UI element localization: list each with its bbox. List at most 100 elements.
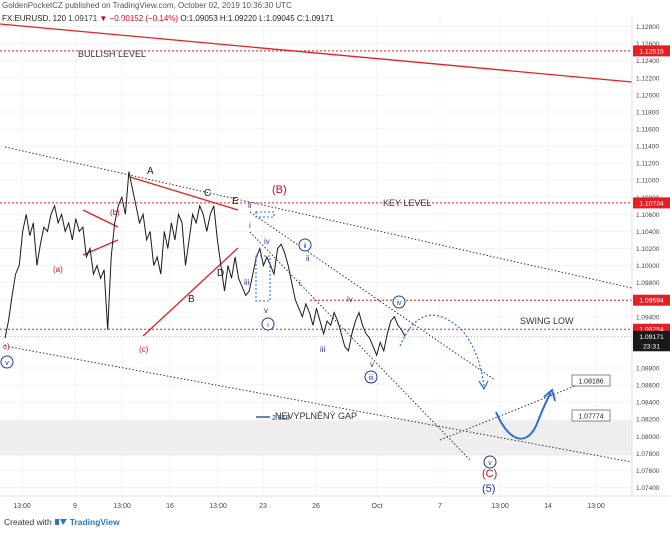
wave-B-label: B <box>188 294 195 305</box>
price-axis <box>632 18 670 496</box>
symbol-line: FX:EURUSD, 120 1.09171 ▼ −0.00152 (−0.14… <box>2 14 670 24</box>
minor-v-2: v <box>370 360 374 369</box>
circle-iii-text: iii <box>369 375 374 382</box>
minor-iv-1: iv <box>264 237 270 246</box>
circle-v-left-text: v <box>5 360 9 367</box>
wave-b-small-label: (b) <box>110 208 120 217</box>
channel-upper-line[interactable] <box>4 146 633 289</box>
footer: Created with TradingView <box>4 517 120 527</box>
wave-channel-lower[interactable] <box>249 231 471 461</box>
wave-5-label: (5) <box>482 483 495 495</box>
x-tick-label: 23 <box>259 503 267 510</box>
low-value: L:1.09045 <box>259 14 295 23</box>
wave-labels: A C E D B (a) (b) (c) c) (B) (C) (5) <box>3 166 497 495</box>
tradingview-brand[interactable]: TradingView <box>69 517 120 527</box>
minor-i-2: i <box>299 279 301 288</box>
symbol-text[interactable]: FX:EURUSD, 120 <box>2 14 67 23</box>
y-tick-label: 1.08200 <box>636 417 660 424</box>
x-tick-label: Oct <box>372 503 383 510</box>
bullish-level-label: BULLISH LEVEL <box>78 49 146 59</box>
projection-swing-path <box>495 392 552 440</box>
y-tick-label: 1.12600 <box>636 41 660 48</box>
price-tag-box <box>633 294 670 306</box>
circled-wave-labels: ii i iv iii v v <box>0 238 497 469</box>
minor-ii-2: ii <box>306 254 310 263</box>
y-tick-label: 1.12800 <box>636 24 660 31</box>
change-value: −0.00152 (−0.14%) <box>109 14 179 23</box>
y-tick-label: 1.11600 <box>636 126 659 133</box>
wave-iii-box <box>255 255 271 302</box>
gap-tag-upper: 1.08186 <box>571 374 611 387</box>
price-tag-text: 1.10734 <box>639 200 664 207</box>
circle-iii-label: iii <box>364 370 378 384</box>
close-value: C:1.09171 <box>296 14 334 23</box>
y-tick-label: 1.09800 <box>636 280 660 287</box>
wave-C-label: C <box>204 188 211 199</box>
wave-channel-upper[interactable] <box>249 211 496 381</box>
x-tick-label: 16 <box>166 503 174 510</box>
y-tick-label: 1.11400 <box>636 144 659 151</box>
minor-ii-1: ii <box>248 201 252 210</box>
wave-A-label: A <box>147 166 154 177</box>
gap-label: NEVYPLNĚNÝ GAP <box>275 411 357 421</box>
y-tick-label: 1.11800 <box>636 109 659 116</box>
x-tick-label: 13:00 <box>209 503 227 510</box>
price-tag-box <box>633 340 670 352</box>
price-tag-box <box>633 330 670 342</box>
y-tick-label: 1.10400 <box>636 229 660 236</box>
circle-iv-text: iv <box>396 300 402 307</box>
y-tick-label: 1.10600 <box>636 212 660 219</box>
x-tick-label: 14 <box>544 503 552 510</box>
projection-dotted-path <box>399 314 485 387</box>
price-tag-text: 23:31 <box>643 343 660 350</box>
circle-v-label: v <box>483 455 497 469</box>
high-value: H:1.09220 <box>219 14 257 23</box>
down-arrow-icon: ▼ <box>99 14 108 23</box>
publisher-text: GoldenPocketCZ published on TradingView.… <box>2 1 292 10</box>
price-tag-text: 1.09171 <box>639 334 664 341</box>
x-tick-label: 26 <box>312 503 320 510</box>
key-level-label: KEY LEVEL <box>383 198 431 208</box>
circle-i-label: i <box>261 317 275 331</box>
y-tick-label: 1.08800 <box>636 365 660 372</box>
gap-tag-upper-text: 1.08186 <box>578 379 603 386</box>
x-tick-label: 13:00 <box>587 503 605 510</box>
projection-arrowhead-1 <box>478 380 489 391</box>
price-line <box>4 171 406 357</box>
wave-b-line <box>82 209 119 228</box>
level-lines <box>0 50 632 337</box>
y-tick-label: 1.07600 <box>636 468 660 475</box>
x-tick-label: 13:00 <box>113 503 131 510</box>
circle-ii-label: ii <box>298 238 312 252</box>
price-tag-box <box>633 45 670 57</box>
wave-D-label: D <box>217 268 224 279</box>
x-tick-label: 7 <box>438 503 442 510</box>
wave-E-label: E <box>232 196 239 207</box>
x-tick-label: 13:00 <box>13 503 31 510</box>
y-tick-label: 1.09400 <box>636 314 660 321</box>
created-with-text: Created with <box>4 517 52 527</box>
circle-v-text: v <box>488 460 492 467</box>
triangle-lower-line <box>142 247 239 337</box>
bullish-trendline[interactable] <box>0 23 633 83</box>
price-tag-text: 1.09254 <box>639 327 664 334</box>
x-tick-label: 9 <box>73 503 77 510</box>
y-tick-label: 1.07800 <box>636 451 660 458</box>
wave-a-small-label: (a) <box>53 265 63 274</box>
y-tick-label: 1.08000 <box>636 434 660 441</box>
circle-iv-label: iv <box>392 295 406 309</box>
y-tick-label: 1.12400 <box>636 58 660 65</box>
circle-v-left-label: v <box>0 355 14 369</box>
channel-lower-line[interactable] <box>4 345 633 463</box>
minor-iv-2: iv <box>347 295 353 304</box>
triangle-upper-line <box>129 176 239 211</box>
time-axis-ticks: 13:00 9 13:00 16 13:00 23 26 Oct 7 13:00 14 13:00 <box>13 503 605 510</box>
y-tick-label: 1.10200 <box>636 246 660 253</box>
minor-wave-labels: ii iv iii v i ii i iv iii v <box>244 201 374 369</box>
y-tick-label: 1.08400 <box>636 400 660 407</box>
x-tick-label: 13:00 <box>491 503 509 510</box>
y-tick-label: 1.11200 <box>636 161 659 168</box>
bottom-channel-line[interactable] <box>439 379 591 441</box>
